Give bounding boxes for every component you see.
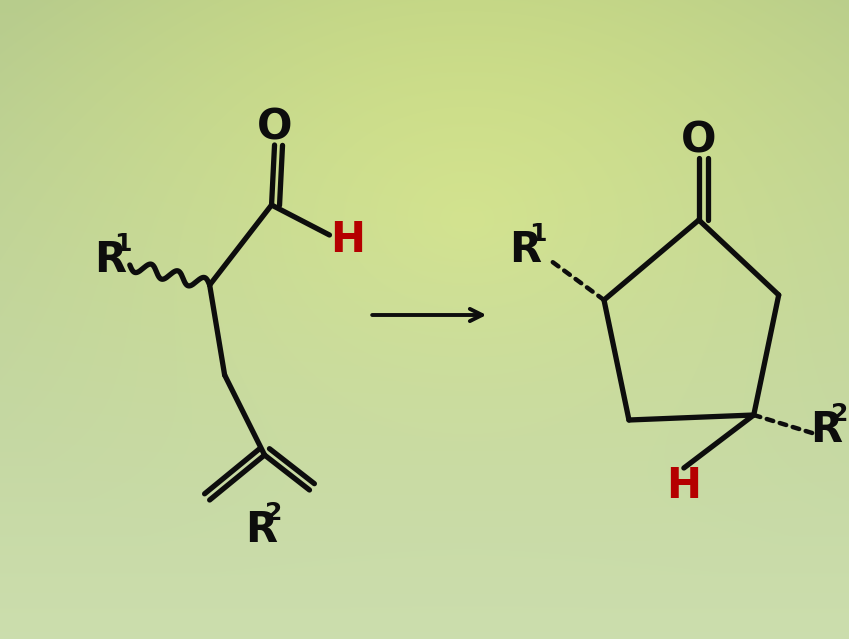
Text: R: R (509, 229, 541, 271)
Text: H: H (666, 465, 701, 507)
Text: R: R (94, 239, 126, 281)
Text: 2: 2 (265, 502, 283, 525)
Text: R: R (246, 509, 278, 551)
Text: O: O (681, 119, 717, 161)
Text: 1: 1 (529, 222, 547, 245)
Text: R: R (811, 409, 842, 451)
Text: 1: 1 (114, 231, 131, 256)
Text: H: H (330, 219, 365, 261)
Text: O: O (257, 106, 292, 148)
Text: 2: 2 (830, 401, 848, 426)
